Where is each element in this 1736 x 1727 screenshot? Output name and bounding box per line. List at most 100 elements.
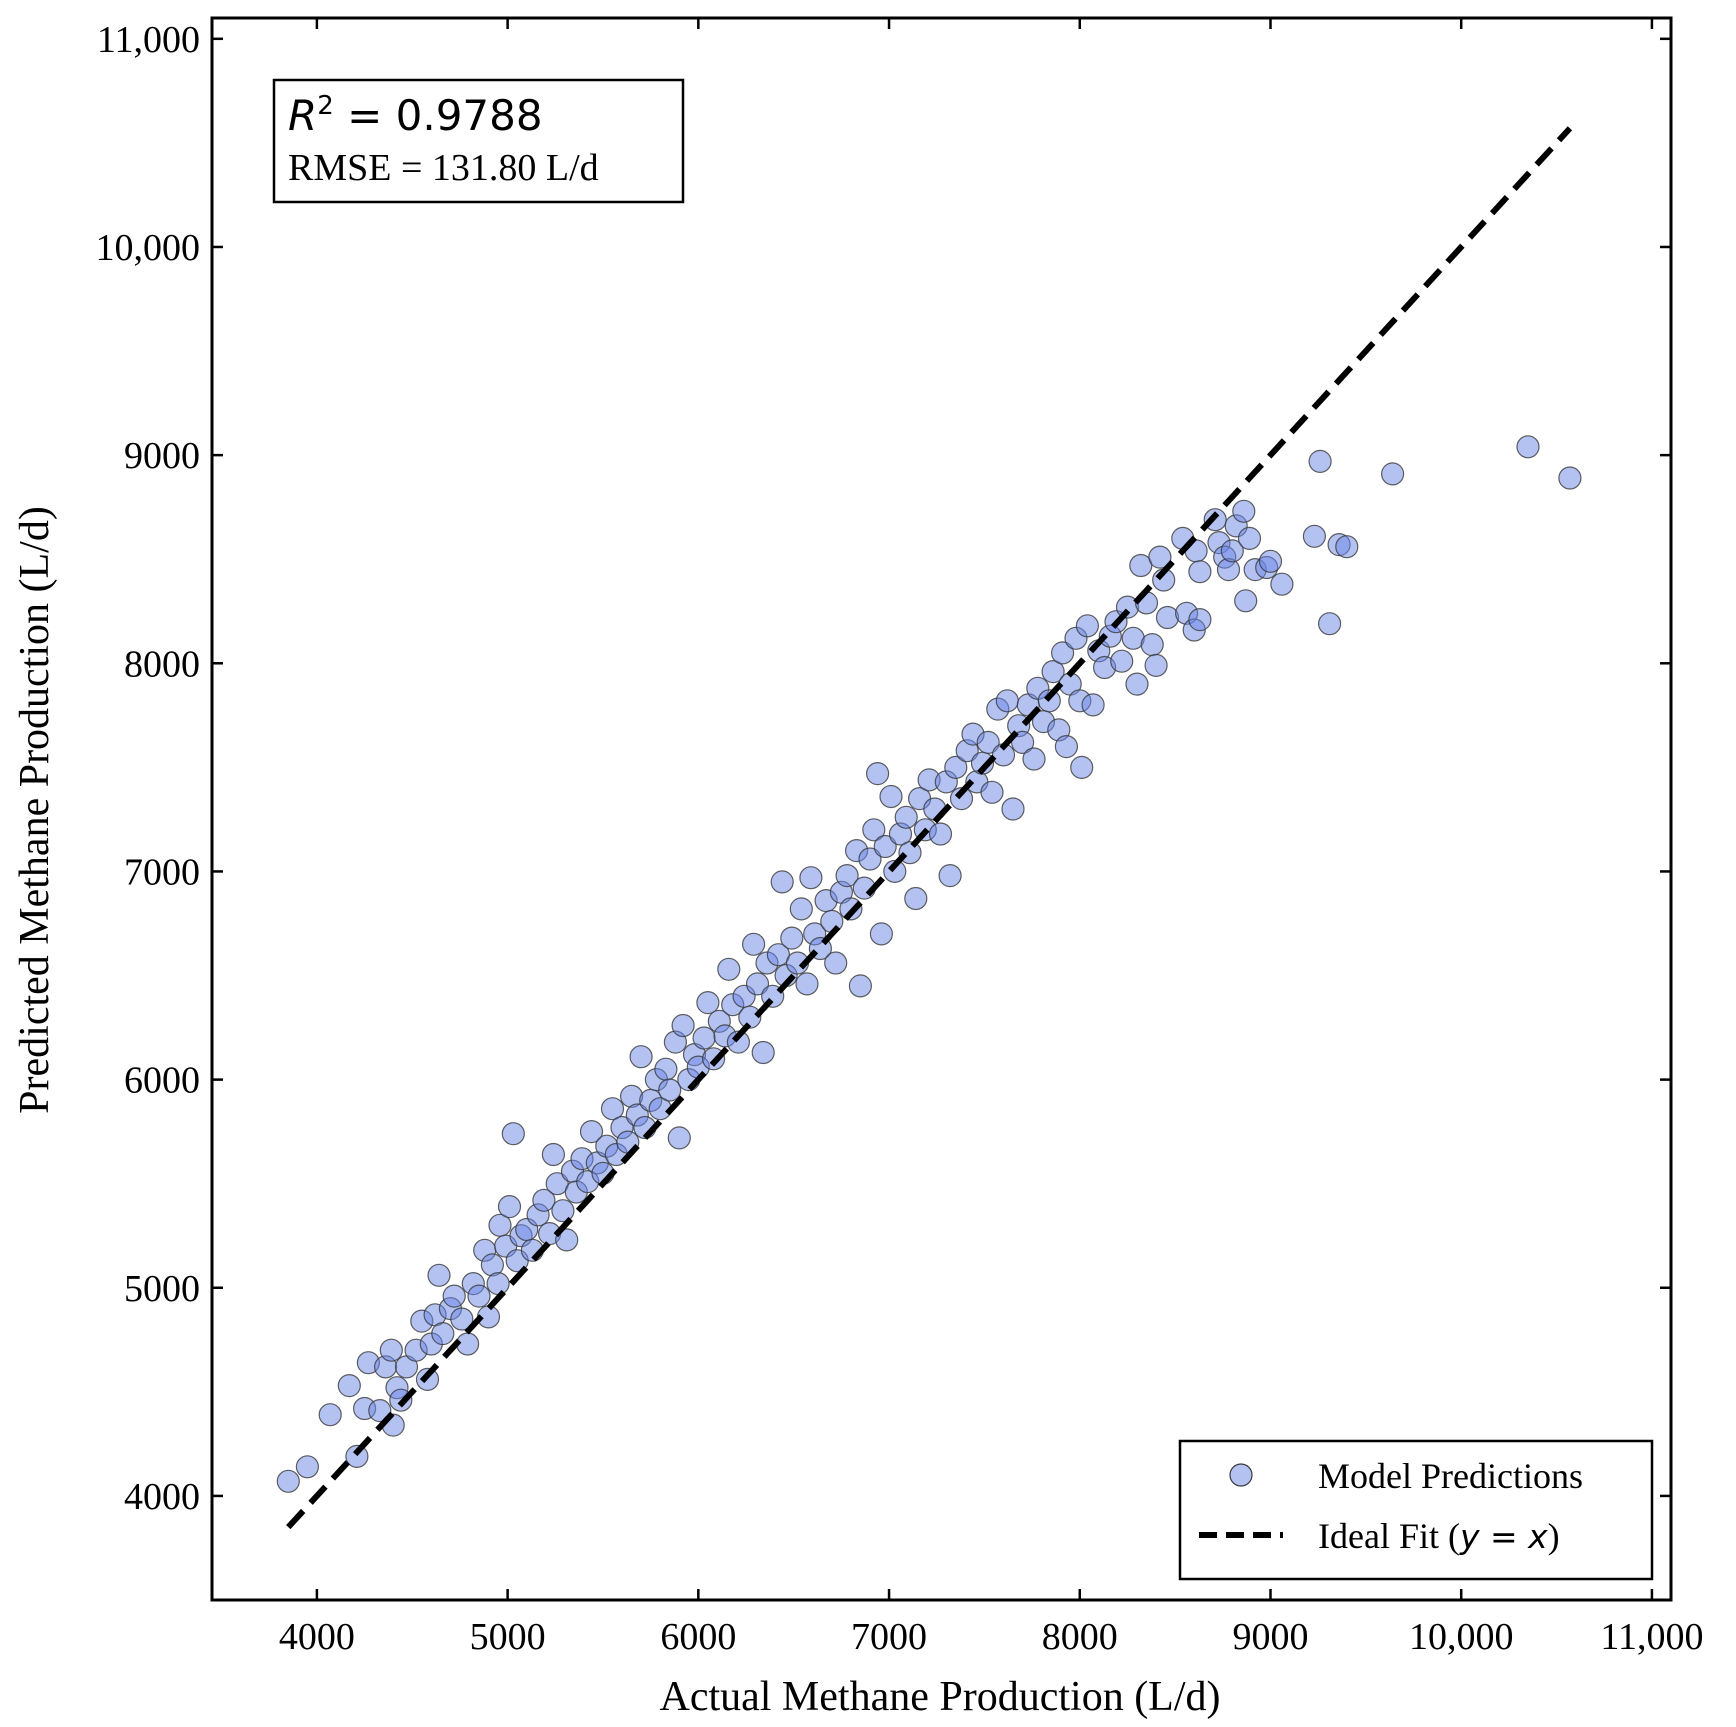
data-point: [1270, 572, 1294, 596]
data-point: [726, 1030, 751, 1054]
y-tick-label: 11,000: [97, 19, 200, 61]
y-tick-label: 7000: [124, 851, 200, 893]
data-point: [780, 926, 804, 950]
x-axis-title: Actual Methane Production (L/d): [659, 1674, 1220, 1720]
ticks-layer: 4000 5000 6000 7000 8000 9000 10,000 11,000 4000…: [96, 18, 1703, 1658]
legend-line-label-prefix: Ideal Fit (: [1318, 1516, 1460, 1556]
y-tick-label: 10,000: [96, 227, 201, 269]
data-point: [368, 1398, 392, 1423]
r2-stat: R2 = 0.9788: [288, 91, 543, 140]
data-point: [928, 822, 953, 846]
legend-line-label-suffix: ): [1548, 1516, 1560, 1556]
r2-symbol: R: [288, 91, 317, 140]
data-point: [337, 1373, 361, 1398]
data-point: [938, 863, 962, 888]
data-point: [318, 1403, 342, 1427]
y-tick-label: 8000: [124, 643, 200, 685]
data-point: [1234, 589, 1258, 613]
data-point: [551, 1199, 575, 1223]
legend-line-label: Ideal Fit (y = x): [1318, 1516, 1560, 1556]
points-layer: [276, 435, 1582, 1493]
data-point: [276, 1469, 300, 1493]
ideal-fit-line: [286, 126, 1573, 1530]
data-point: [579, 1119, 604, 1144]
data-point: [824, 951, 848, 975]
data-point: [671, 1013, 695, 1038]
data-point: [450, 1307, 474, 1331]
data-point: [379, 1338, 403, 1362]
data-point: [1516, 435, 1540, 459]
data-point: [1125, 672, 1149, 696]
data-point: [862, 818, 886, 842]
data-point: [1041, 659, 1065, 684]
data-point: [532, 1188, 556, 1212]
data-point: [667, 1126, 691, 1150]
data-point: [738, 1005, 762, 1029]
data-point: [696, 990, 720, 1015]
data-point: [658, 1078, 682, 1102]
data-point: [883, 859, 907, 884]
data-point: [1129, 553, 1153, 578]
x-tick-label: 4000: [279, 1616, 355, 1658]
data-point: [295, 1455, 319, 1479]
data-point: [1010, 730, 1035, 755]
data-point: [741, 932, 766, 956]
data-point: [1144, 653, 1168, 678]
x-tick-label: 11,000: [1600, 1616, 1703, 1658]
data-point: [1258, 549, 1283, 573]
data-point: [1155, 605, 1180, 630]
data-point: [1302, 524, 1327, 548]
data-point: [442, 1284, 466, 1308]
r2-value: = 0.9788: [334, 91, 543, 140]
data-point: [848, 974, 873, 998]
data-point: [995, 689, 1019, 713]
data-point: [1220, 539, 1244, 563]
data-point: [1380, 462, 1405, 486]
legend-frame: [1178, 1439, 1654, 1581]
x-tick-label: 6000: [660, 1616, 736, 1658]
legend: Model Predictions Ideal Fit (y = x): [1178, 1439, 1654, 1581]
data-point: [486, 1271, 510, 1296]
data-point: [789, 897, 813, 921]
stats-box: R2 = 0.9788 RMSE = 131.80 L/d: [272, 78, 685, 204]
data-point: [873, 834, 897, 859]
legend-scatter-marker: [1229, 1463, 1253, 1487]
data-point: [541, 1142, 566, 1167]
data-point: [1237, 526, 1262, 551]
data-point: [1308, 449, 1332, 473]
data-point: [1558, 466, 1582, 490]
data-point: [980, 780, 1004, 804]
data-point: [1317, 612, 1342, 636]
data-point: [1075, 614, 1100, 638]
plot-frame: [210, 16, 1673, 1602]
data-point: [858, 847, 882, 871]
data-point: [654, 1057, 678, 1081]
data-point: [1081, 693, 1105, 717]
data-point: [1188, 607, 1212, 632]
data-point: [799, 866, 823, 890]
data-point: [869, 922, 894, 946]
data-point: [345, 1444, 369, 1469]
data-point: [1232, 499, 1256, 523]
data-point: [1070, 755, 1094, 780]
y-tick-label: 5000: [124, 1268, 200, 1310]
data-point: [497, 1194, 522, 1219]
rmse-stat: RMSE = 131.80 L/d: [288, 147, 599, 189]
legend-line-label-math: y = x: [1459, 1517, 1548, 1556]
data-point: [555, 1228, 579, 1252]
data-point: [1022, 747, 1046, 771]
data-point: [751, 1040, 775, 1065]
data-point: [1148, 545, 1172, 569]
data-point: [879, 784, 903, 809]
x-tick-label: 8000: [1042, 1616, 1118, 1658]
data-point: [501, 1122, 525, 1146]
data-point: [795, 972, 819, 996]
x-tick-label: 9000: [1232, 1616, 1308, 1658]
data-point: [717, 957, 741, 981]
data-point: [865, 761, 890, 786]
data-point: [629, 1045, 653, 1069]
data-point: [1216, 557, 1241, 582]
data-point: [1335, 535, 1359, 559]
data-point: [1140, 632, 1164, 657]
